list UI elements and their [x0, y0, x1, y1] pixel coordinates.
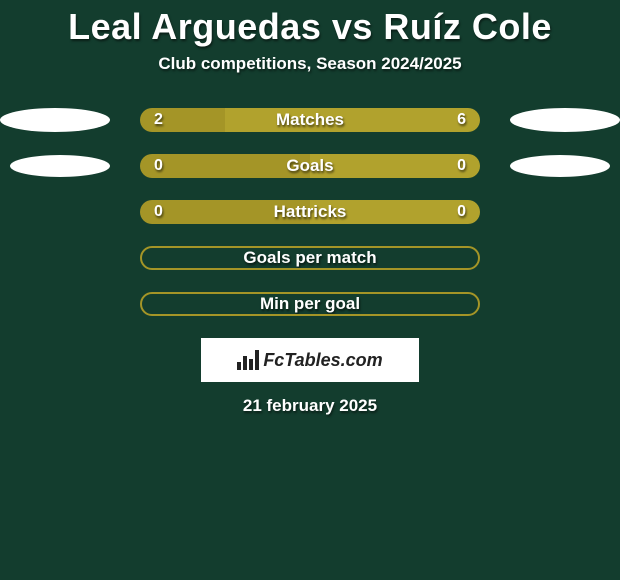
- stat-bar: Min per goal: [140, 292, 480, 316]
- stat-row: 2Matches6: [0, 108, 620, 132]
- stat-bar-overlay: 0Goals0: [140, 154, 480, 178]
- stat-label: Min per goal: [142, 294, 478, 314]
- comparison-card: Leal Arguedas vs Ruíz Cole Club competit…: [0, 0, 620, 416]
- stat-bar-overlay: Min per goal: [142, 294, 478, 314]
- stat-label: Goals: [140, 156, 480, 176]
- player-left-marker: [0, 108, 110, 132]
- stat-bar-overlay: Goals per match: [142, 248, 478, 268]
- bar-chart-icon: [237, 350, 259, 370]
- page-subtitle: Club competitions, Season 2024/2025: [0, 54, 620, 74]
- stat-row: Min per goal: [0, 292, 620, 316]
- stat-bar: 0Hattricks0: [140, 200, 480, 224]
- logo-text: FcTables.com: [263, 350, 382, 371]
- stat-row: 0Goals0: [0, 154, 620, 178]
- player-left-marker: [10, 155, 110, 177]
- stat-row: 0Hattricks0: [0, 200, 620, 224]
- stat-bar-overlay: 2Matches6: [140, 108, 480, 132]
- page-title: Leal Arguedas vs Ruíz Cole: [0, 6, 620, 48]
- stat-label: Hattricks: [140, 202, 480, 222]
- stat-bar: 0Goals0: [140, 154, 480, 178]
- fctables-logo: FcTables.com: [201, 338, 419, 382]
- stat-label: Matches: [140, 110, 480, 130]
- stat-row: Goals per match: [0, 246, 620, 270]
- stat-label: Goals per match: [142, 248, 478, 268]
- player-right-marker: [510, 155, 610, 177]
- stat-bar: 2Matches6: [140, 108, 480, 132]
- stat-bar-overlay: 0Hattricks0: [140, 200, 480, 224]
- generation-date: 21 february 2025: [0, 396, 620, 416]
- stat-bar: Goals per match: [140, 246, 480, 270]
- player-right-marker: [510, 108, 620, 132]
